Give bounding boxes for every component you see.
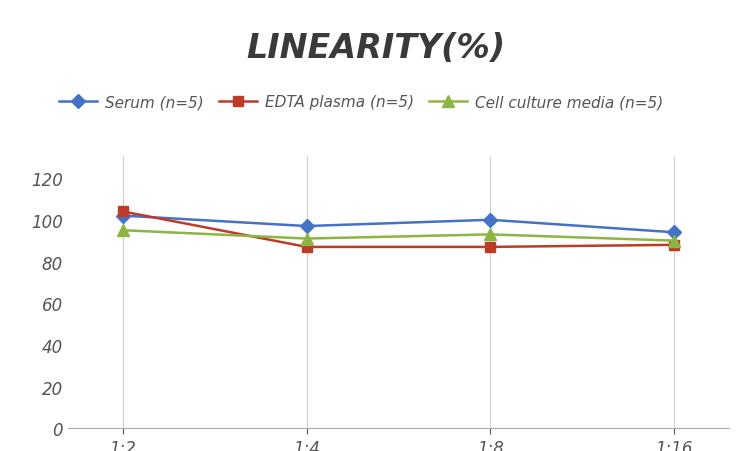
Text: LINEARITY(%): LINEARITY(%) [247, 32, 505, 64]
Cell culture media (n=5) [670, 239, 679, 244]
EDTA plasma (n=5) [670, 243, 679, 248]
Line: Serum (n=5): Serum (n=5) [118, 211, 679, 238]
EDTA plasma (n=5) [486, 244, 495, 250]
EDTA plasma (n=5) [118, 209, 127, 215]
Line: Cell culture media (n=5): Cell culture media (n=5) [117, 225, 680, 247]
Line: EDTA plasma (n=5): EDTA plasma (n=5) [118, 207, 679, 252]
Cell culture media (n=5) [302, 236, 311, 242]
Cell culture media (n=5) [118, 228, 127, 234]
Serum (n=5) [118, 213, 127, 219]
Legend: Serum (n=5), EDTA plasma (n=5), Cell culture media (n=5): Serum (n=5), EDTA plasma (n=5), Cell cul… [53, 89, 669, 116]
EDTA plasma (n=5) [302, 244, 311, 250]
Serum (n=5) [302, 224, 311, 229]
Serum (n=5) [486, 217, 495, 223]
Serum (n=5) [670, 230, 679, 235]
Cell culture media (n=5) [486, 232, 495, 238]
